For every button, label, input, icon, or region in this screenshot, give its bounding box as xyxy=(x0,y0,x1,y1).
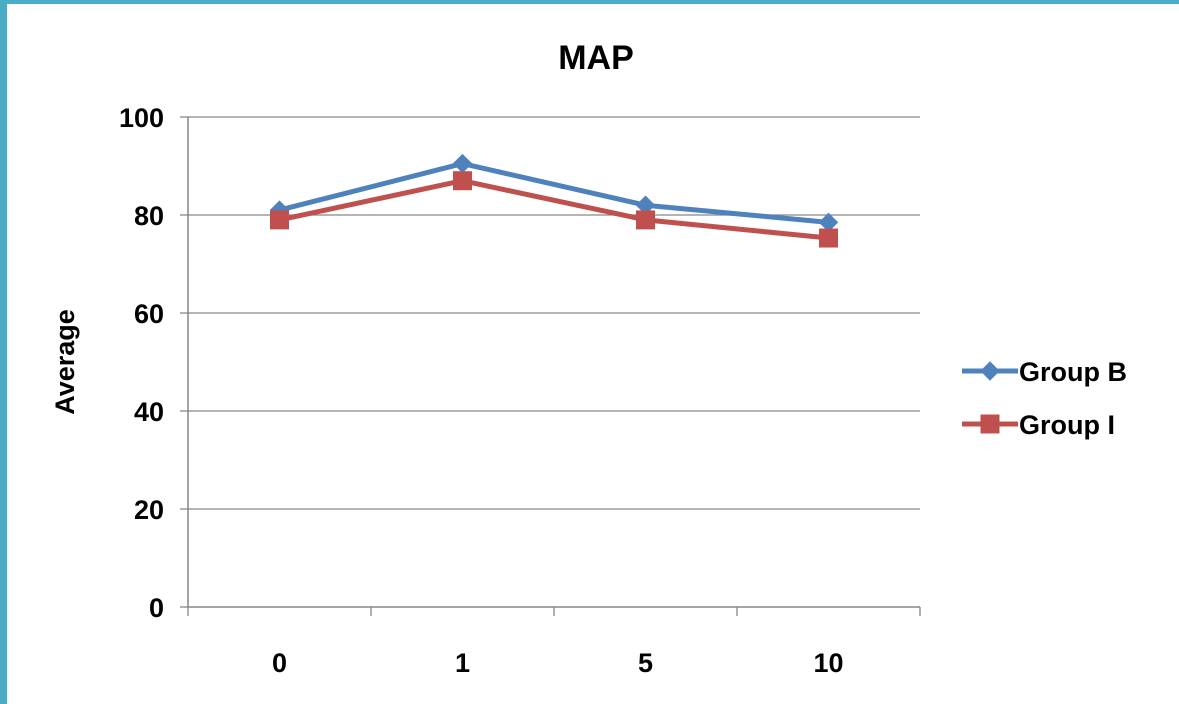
series-line xyxy=(278,161,829,225)
legend-item: Group B xyxy=(962,357,1127,387)
axes: 0 20 40 60 80 100 0 1 5 10 xyxy=(119,103,921,678)
data-point-marker xyxy=(452,153,473,174)
data-point-marker xyxy=(636,210,655,230)
series-group-b xyxy=(269,153,839,233)
legend-item: Group I xyxy=(962,410,1115,440)
y-tick-label: 100 xyxy=(119,103,164,133)
x-tick-label: 0 xyxy=(272,648,287,678)
series-line xyxy=(278,178,829,241)
y-tick-label: 0 xyxy=(149,593,164,623)
chart-title: MAP xyxy=(558,39,634,77)
y-tick-label: 80 xyxy=(134,201,164,231)
series-group-i xyxy=(270,171,838,248)
legend: Group B Group I xyxy=(962,357,1127,440)
data-point-marker xyxy=(270,210,289,230)
y-tick-label: 40 xyxy=(134,397,164,427)
data-point-marker xyxy=(819,228,838,248)
legend-label: Group B xyxy=(1019,357,1127,387)
x-tick-label: 10 xyxy=(813,648,843,678)
x-tick-label: 1 xyxy=(455,648,470,678)
legend-marker xyxy=(980,414,1000,434)
legend-label: Group I xyxy=(1019,410,1115,440)
series-group xyxy=(269,153,839,248)
y-tick-label: 20 xyxy=(134,495,164,525)
gridlines xyxy=(188,116,920,510)
y-tick-label: 60 xyxy=(134,299,164,329)
data-point-marker xyxy=(453,171,472,191)
legend-marker xyxy=(980,361,1000,381)
x-tick-label: 5 xyxy=(638,648,653,678)
y-axis-label: Average xyxy=(50,309,80,415)
